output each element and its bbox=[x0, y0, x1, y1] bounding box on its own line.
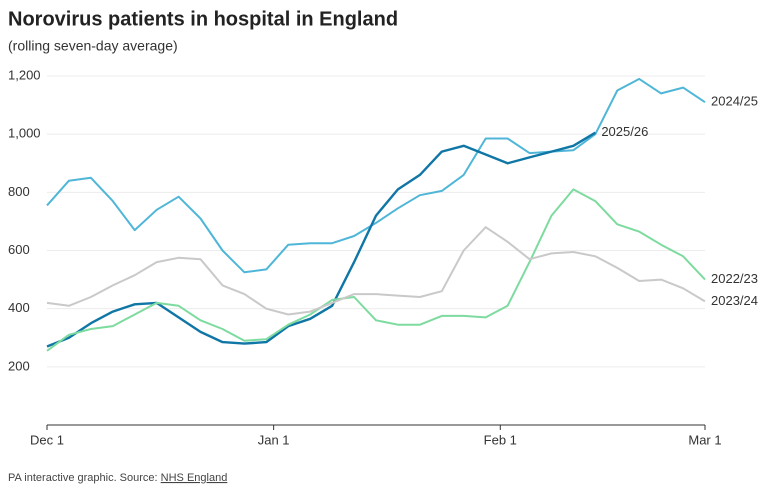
series-label: 2023/24 bbox=[711, 293, 758, 308]
source-note: PA interactive graphic. Source: NHS Engl… bbox=[8, 472, 227, 484]
chart-subtitle: (rolling seven-day average) bbox=[8, 38, 178, 54]
y-tick-label: 200 bbox=[8, 358, 30, 373]
x-tick-label: Jan 1 bbox=[258, 432, 290, 447]
source-text: PA interactive graphic. Source: bbox=[8, 472, 158, 484]
y-tick-label: 1,000 bbox=[8, 126, 41, 141]
y-tick-label: 400 bbox=[8, 300, 30, 315]
series-label: 2024/25 bbox=[711, 94, 758, 109]
y-tick-label: 800 bbox=[8, 184, 30, 199]
y-tick-label: 1,200 bbox=[8, 67, 41, 82]
chart-title: Norovirus patients in hospital in Englan… bbox=[8, 8, 398, 30]
y-tick-label: 600 bbox=[8, 242, 30, 257]
series-line bbox=[46, 226, 706, 316]
x-tick-label: Dec 1 bbox=[30, 432, 64, 447]
series-label: 2025/26 bbox=[601, 124, 648, 139]
series-line bbox=[46, 188, 706, 352]
series-line bbox=[46, 131, 596, 348]
x-tick-label: Feb 1 bbox=[484, 432, 517, 447]
source-link[interactable]: NHS England bbox=[161, 472, 228, 484]
series-label: 2022/23 bbox=[711, 271, 758, 286]
x-tick-label: Mar 1 bbox=[688, 432, 721, 447]
series-line bbox=[46, 77, 706, 274]
